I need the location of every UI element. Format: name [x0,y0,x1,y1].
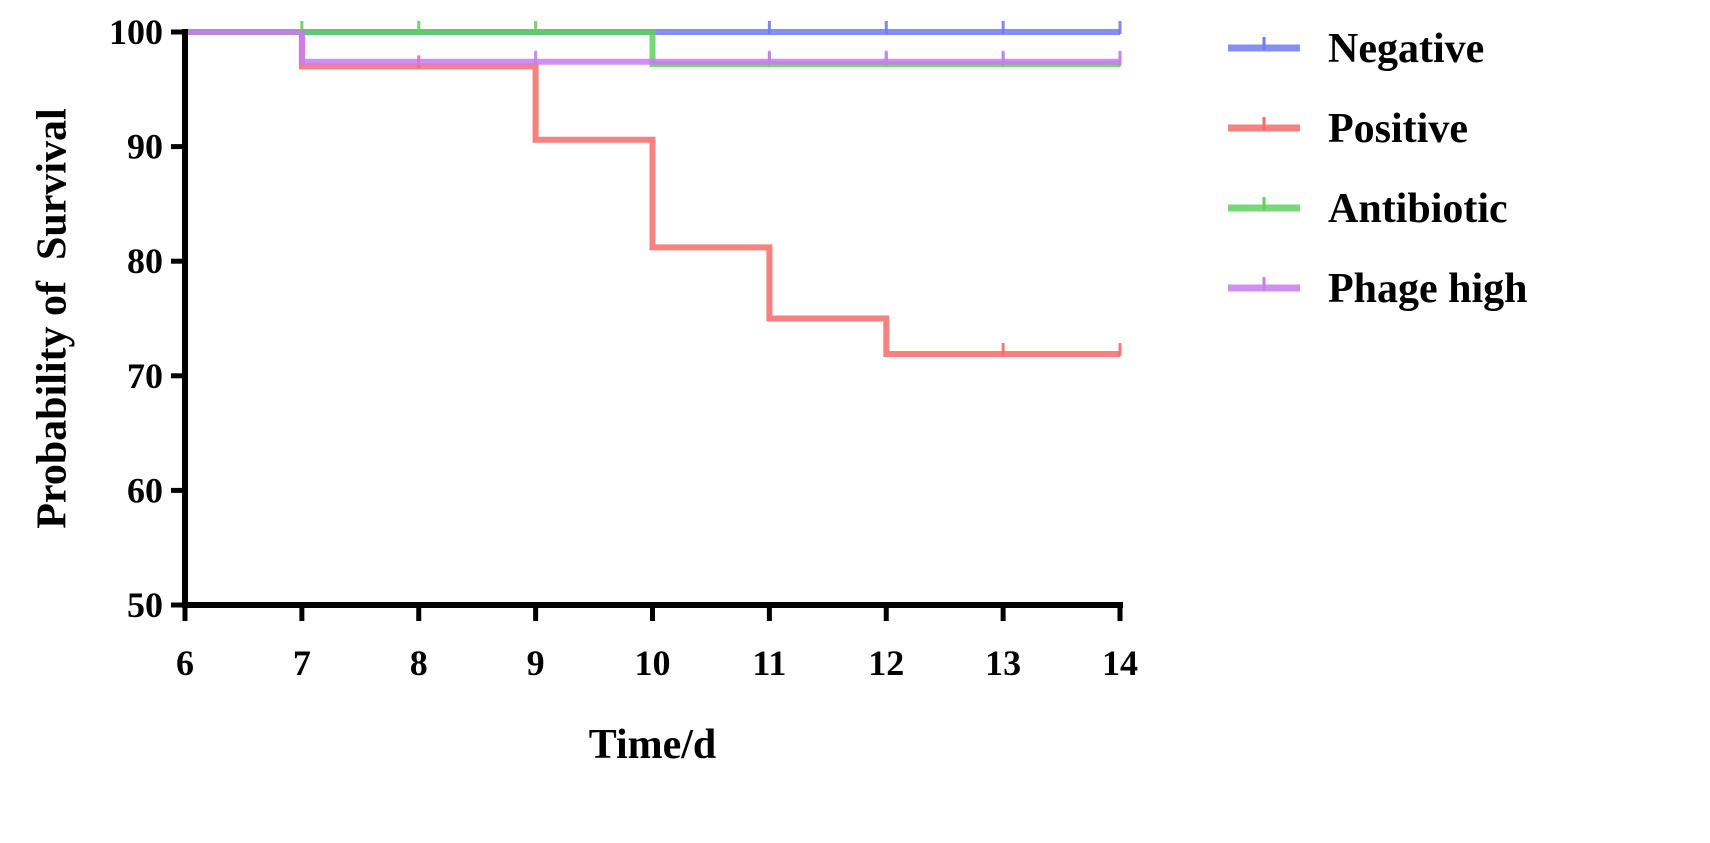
y-tick-label: 80 [127,241,163,281]
y-tick-label: 90 [127,127,163,167]
legend-item-phage-high: Phage high [1228,266,1528,312]
y-axis-ticks: 50 60 70 80 90 100 [109,12,185,625]
series-positive [185,29,1122,357]
x-axis-title: Time/d [589,722,717,768]
legend-label: Negative [1328,26,1484,72]
x-tick-label: 8 [410,643,428,683]
legend-label: Positive [1328,106,1468,152]
legend-label: Phage high [1328,266,1528,312]
legend-item-antibiotic: Antibiotic [1228,186,1508,232]
x-tick-label: 7 [293,643,311,683]
y-tick-label: 60 [127,470,163,510]
series-line-positive [185,29,1120,357]
x-tick-label: 11 [752,643,786,683]
x-tick-label: 12 [868,643,904,683]
x-tick-label: 14 [1102,643,1138,683]
x-tick-label: 10 [635,643,671,683]
y-tick-label: 100 [109,12,163,52]
legend-item-positive: Positive [1228,106,1468,152]
x-tick-label: 9 [527,643,545,683]
legend-label: Antibiotic [1328,186,1508,232]
series-layer [185,21,1122,357]
axes: 50 60 70 80 90 100 6 7 8 9 10 11 12 13 14 [109,12,1138,683]
y-tick-label: 70 [127,356,163,396]
x-tick-label: 13 [985,643,1021,683]
y-tick-label: 50 [127,585,163,625]
x-axis-ticks: 6 7 8 9 10 11 12 13 14 [176,605,1138,683]
series-phage-high [185,29,1122,65]
legend-item-negative: Negative [1228,26,1484,72]
legend: Negative Positive Antibiotic Phage high [1228,26,1528,312]
y-axis-title: Probability of Survival [30,108,76,528]
x-tick-label: 6 [176,643,194,683]
series-line-phage-high [185,29,1120,65]
